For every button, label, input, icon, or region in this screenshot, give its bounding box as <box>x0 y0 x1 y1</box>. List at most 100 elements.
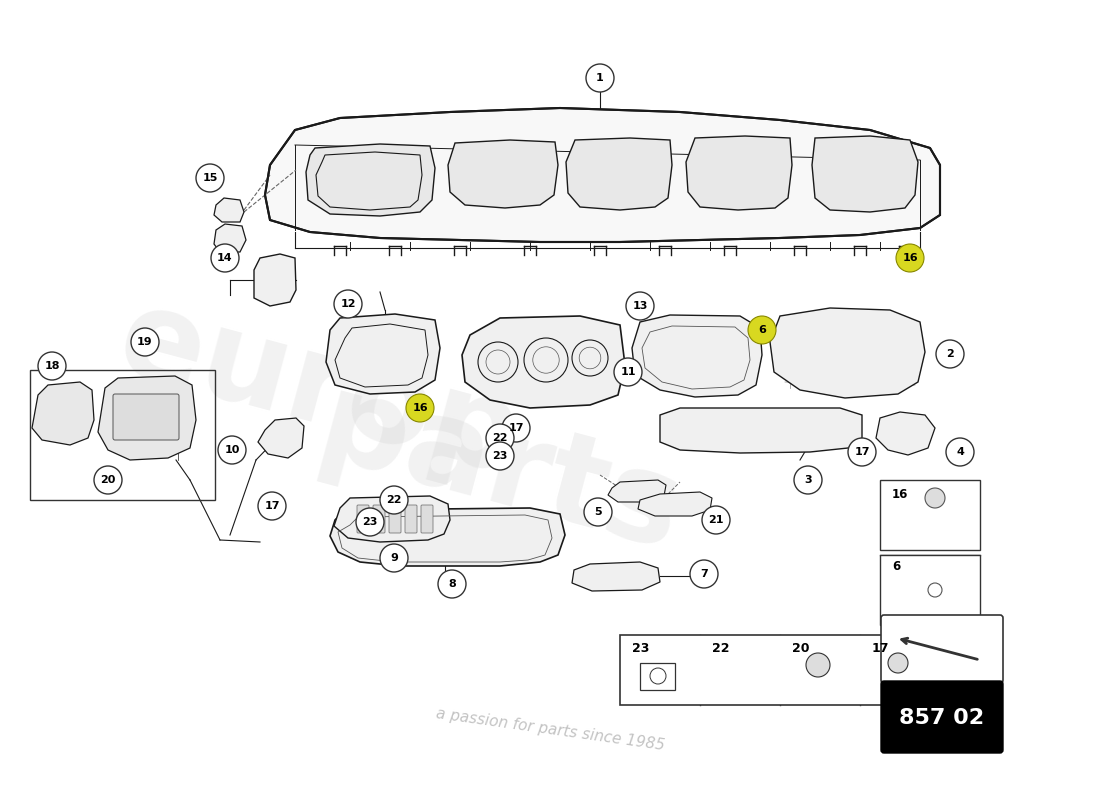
Text: 2: 2 <box>946 349 954 359</box>
FancyBboxPatch shape <box>373 505 385 533</box>
Polygon shape <box>334 496 450 542</box>
Text: 16: 16 <box>892 489 909 502</box>
Polygon shape <box>660 408 862 453</box>
Text: 17: 17 <box>872 642 890 655</box>
Circle shape <box>946 438 974 466</box>
FancyBboxPatch shape <box>881 681 1003 753</box>
Circle shape <box>196 164 224 192</box>
Polygon shape <box>638 492 712 516</box>
Polygon shape <box>258 418 304 458</box>
FancyBboxPatch shape <box>113 394 179 440</box>
Text: 17: 17 <box>855 447 870 457</box>
Circle shape <box>356 508 384 536</box>
Polygon shape <box>566 138 672 210</box>
Polygon shape <box>632 315 762 397</box>
Circle shape <box>379 544 408 572</box>
Text: 13: 13 <box>632 301 648 311</box>
Circle shape <box>806 653 830 677</box>
FancyBboxPatch shape <box>881 615 1003 683</box>
Text: 5: 5 <box>594 507 602 517</box>
FancyBboxPatch shape <box>358 505 368 533</box>
FancyBboxPatch shape <box>880 480 980 550</box>
Circle shape <box>502 414 530 442</box>
Text: 18: 18 <box>44 361 59 371</box>
Polygon shape <box>254 254 296 306</box>
Circle shape <box>925 488 945 508</box>
Text: 11: 11 <box>620 367 636 377</box>
Polygon shape <box>448 140 558 208</box>
Circle shape <box>211 244 239 272</box>
Polygon shape <box>876 412 935 455</box>
Text: 17: 17 <box>508 423 524 433</box>
Circle shape <box>936 340 964 368</box>
Text: 22: 22 <box>386 495 402 505</box>
Text: 14: 14 <box>217 253 233 263</box>
FancyBboxPatch shape <box>389 505 402 533</box>
Circle shape <box>848 438 876 466</box>
Circle shape <box>486 424 514 452</box>
Polygon shape <box>608 480 666 502</box>
FancyBboxPatch shape <box>421 505 433 533</box>
Text: 22: 22 <box>493 433 508 443</box>
Text: 20: 20 <box>792 642 810 655</box>
Polygon shape <box>214 224 246 252</box>
Text: 22: 22 <box>712 642 729 655</box>
Text: parts: parts <box>306 364 694 576</box>
Circle shape <box>626 292 654 320</box>
Text: 16: 16 <box>412 403 428 413</box>
Polygon shape <box>32 382 94 445</box>
Text: 16: 16 <box>902 253 917 263</box>
Polygon shape <box>326 314 440 394</box>
Circle shape <box>584 498 612 526</box>
Circle shape <box>888 653 907 673</box>
Polygon shape <box>214 198 244 222</box>
Text: 23: 23 <box>493 451 508 461</box>
Polygon shape <box>462 316 625 408</box>
Polygon shape <box>812 136 918 212</box>
Circle shape <box>406 394 434 422</box>
Text: 20: 20 <box>100 475 116 485</box>
Circle shape <box>131 328 160 356</box>
Circle shape <box>614 358 642 386</box>
Text: 21: 21 <box>708 515 724 525</box>
Text: 12: 12 <box>340 299 355 309</box>
Text: 15: 15 <box>202 173 218 183</box>
Circle shape <box>218 436 246 464</box>
Circle shape <box>94 466 122 494</box>
Text: 8: 8 <box>448 579 455 589</box>
Circle shape <box>486 442 514 470</box>
Polygon shape <box>330 508 565 566</box>
Circle shape <box>896 244 924 272</box>
Text: 23: 23 <box>632 642 649 655</box>
Text: 17: 17 <box>264 501 279 511</box>
FancyBboxPatch shape <box>620 635 940 705</box>
Circle shape <box>748 316 775 344</box>
Text: 857 02: 857 02 <box>900 708 984 728</box>
Circle shape <box>334 290 362 318</box>
Text: 1: 1 <box>596 73 604 83</box>
Polygon shape <box>572 562 660 591</box>
Text: 10: 10 <box>224 445 240 455</box>
Text: 4: 4 <box>956 447 964 457</box>
Circle shape <box>258 492 286 520</box>
Circle shape <box>702 506 730 534</box>
Polygon shape <box>265 108 940 242</box>
Circle shape <box>438 570 466 598</box>
Circle shape <box>586 64 614 92</box>
Text: 6: 6 <box>892 561 900 574</box>
Polygon shape <box>686 136 792 210</box>
FancyBboxPatch shape <box>880 555 980 625</box>
Polygon shape <box>770 308 925 398</box>
Text: 19: 19 <box>138 337 153 347</box>
Polygon shape <box>98 376 196 460</box>
Circle shape <box>39 352 66 380</box>
Circle shape <box>379 486 408 514</box>
Circle shape <box>794 466 822 494</box>
Circle shape <box>690 560 718 588</box>
Text: 7: 7 <box>700 569 708 579</box>
Text: 6: 6 <box>758 325 766 335</box>
Text: 23: 23 <box>362 517 377 527</box>
Text: 9: 9 <box>390 553 398 563</box>
Text: a passion for parts since 1985: a passion for parts since 1985 <box>434 706 666 754</box>
Polygon shape <box>306 144 434 216</box>
